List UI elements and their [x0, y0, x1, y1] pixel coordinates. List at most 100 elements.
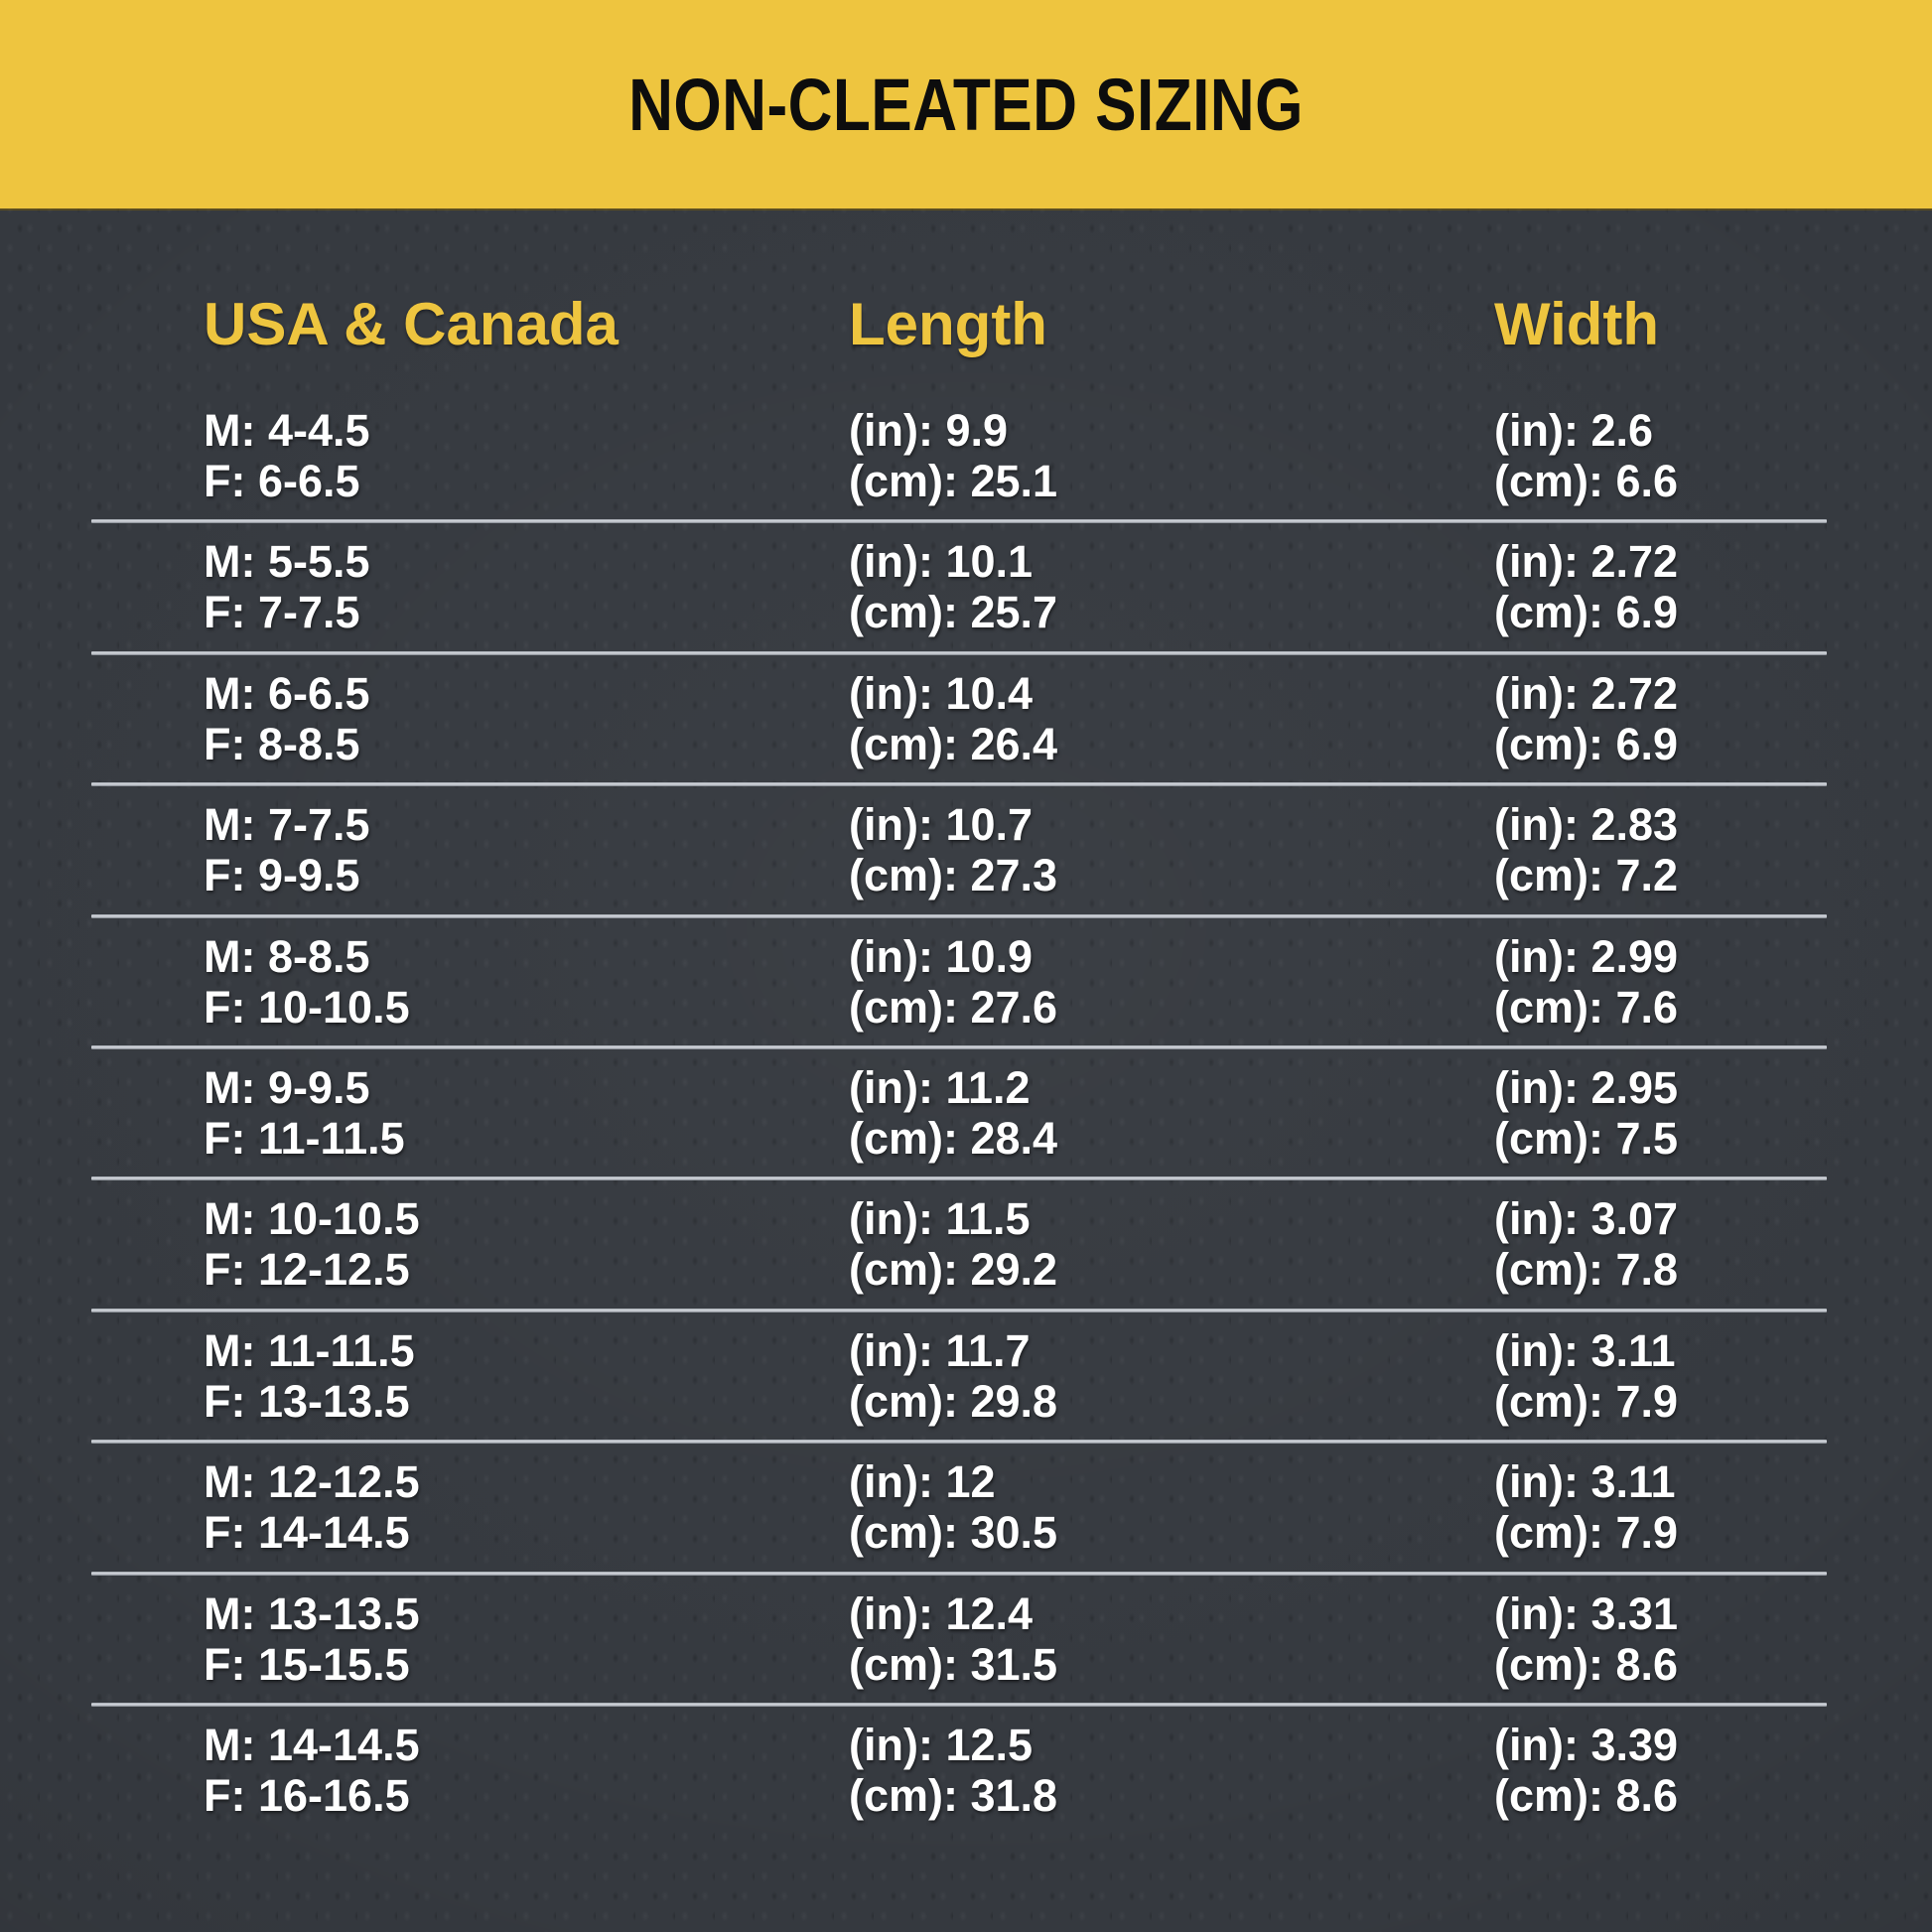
cell-length: (in): 10.7 (cm): 27.3: [849, 799, 1057, 900]
width-inches: (in): 3.39: [1494, 1719, 1679, 1770]
width-centimeters: (cm): 6.9: [1494, 718, 1679, 769]
table-row: M: 13-13.5 F: 15-15.5 (in): 12.4 (cm): 31.5…: [0, 1576, 1932, 1707]
table-column-headers: USA & Canada Length Width: [0, 290, 1932, 379]
width-centimeters: (cm): 8.6: [1494, 1769, 1679, 1821]
column-header-usa-canada: USA & Canada: [204, 291, 619, 357]
cell-length: (in): 12 (cm): 30.5: [849, 1456, 1057, 1558]
size-women: F: 14-14.5: [204, 1507, 410, 1559]
size-men: M: 11-11.5: [204, 1324, 415, 1376]
size-women: F: 11-11.5: [204, 1112, 405, 1164]
width-centimeters: (cm): 7.5: [1494, 1112, 1679, 1164]
width-centimeters: (cm): 7.9: [1494, 1375, 1679, 1427]
cell-width: (in): 3.39 (cm): 8.6: [1494, 1720, 1678, 1821]
size-men: M: 5-5.5: [204, 536, 370, 588]
cell-width: (in): 2.6 (cm): 6.6: [1494, 405, 1678, 506]
length-centimeters: (cm): 28.4: [849, 1112, 1058, 1164]
row-divider: [91, 913, 1827, 918]
header-bar: NON-CLEATED SIZING: [0, 0, 1932, 208]
length-inches: (in): 12: [849, 1456, 996, 1508]
cell-length: (in): 11.2 (cm): 28.4: [849, 1062, 1057, 1164]
size-men: M: 8-8.5: [204, 930, 370, 982]
row-divider: [91, 1702, 1827, 1707]
size-men: M: 9-9.5: [204, 1061, 370, 1113]
length-inches: (in): 11.7: [849, 1324, 1031, 1376]
cell-length: (in): 12.4 (cm): 31.5: [849, 1588, 1057, 1690]
table-row: M: 11-11.5 F: 13-13.5 (in): 11.7 (cm): 29.8…: [0, 1312, 1932, 1445]
table-row: M: 12-12.5 F: 14-14.5 (in): 12 (cm): 30.5 (i…: [0, 1444, 1932, 1576]
width-inches: (in): 2.83: [1494, 799, 1679, 851]
size-women: F: 9-9.5: [204, 850, 360, 901]
length-inches: (in): 10.9: [849, 930, 1034, 982]
width-inches: (in): 3.31: [1494, 1587, 1679, 1639]
cell-usa-canada: M: 6-6.5 F: 8-8.5: [204, 668, 370, 769]
size-men: M: 14-14.5: [204, 1719, 420, 1770]
column-header-length: Length: [849, 291, 1047, 357]
table-row: M: 6-6.5 F: 8-8.5 (in): 10.4 (cm): 26.4 (in)…: [0, 655, 1932, 787]
width-inches: (in): 2.72: [1494, 667, 1679, 719]
table-row: M: 8-8.5 F: 10-10.5 (in): 10.9 (cm): 27.6 (i…: [0, 918, 1932, 1049]
size-men: M: 4-4.5: [204, 405, 370, 456]
row-divider: [91, 1044, 1827, 1049]
cell-usa-canada: M: 8-8.5 F: 10-10.5: [204, 931, 410, 1033]
cell-width: (in): 2.83 (cm): 7.2: [1494, 799, 1678, 900]
cell-width: (in): 2.72 (cm): 6.9: [1494, 536, 1678, 637]
length-inches: (in): 12.4: [849, 1587, 1034, 1639]
cell-usa-canada: M: 11-11.5 F: 13-13.5: [204, 1325, 415, 1427]
width-centimeters: (cm): 7.9: [1494, 1507, 1679, 1559]
cell-length: (in): 10.9 (cm): 27.6: [849, 931, 1057, 1033]
cell-width: (in): 2.72 (cm): 6.9: [1494, 668, 1678, 769]
cell-width: (in): 2.99 (cm): 7.6: [1494, 931, 1678, 1033]
width-centimeters: (cm): 6.9: [1494, 587, 1679, 638]
table-row: M: 5-5.5 F: 7-7.5 (in): 10.1 (cm): 25.7 (in)…: [0, 523, 1932, 655]
width-centimeters: (cm): 8.6: [1494, 1638, 1679, 1690]
length-inches: (in): 9.9: [849, 405, 1009, 456]
length-centimeters: (cm): 31.8: [849, 1769, 1058, 1821]
size-women: F: 16-16.5: [204, 1769, 410, 1821]
length-centimeters: (cm): 30.5: [849, 1507, 1058, 1559]
length-inches: (in): 12.5: [849, 1719, 1034, 1770]
width-centimeters: (cm): 7.2: [1494, 850, 1679, 901]
width-centimeters: (cm): 6.6: [1494, 456, 1679, 506]
row-divider: [91, 519, 1827, 524]
table-row: M: 14-14.5 F: 16-16.5 (in): 12.5 (cm): 31.8…: [0, 1707, 1932, 1838]
cell-width: (in): 3.11 (cm): 7.9: [1494, 1325, 1678, 1427]
size-men: M: 10-10.5: [204, 1193, 420, 1245]
length-centimeters: (cm): 31.5: [849, 1638, 1058, 1690]
width-inches: (in): 2.95: [1494, 1061, 1679, 1113]
cell-usa-canada: M: 14-14.5 F: 16-16.5: [204, 1720, 420, 1821]
cell-length: (in): 10.1 (cm): 25.7: [849, 536, 1057, 637]
length-inches: (in): 10.1: [849, 536, 1034, 588]
size-men: M: 12-12.5: [204, 1456, 420, 1508]
row-divider: [91, 1440, 1827, 1445]
width-inches: (in): 3.11: [1494, 1456, 1676, 1508]
cell-width: (in): 3.11 (cm): 7.9: [1494, 1456, 1678, 1558]
size-men: M: 6-6.5: [204, 667, 370, 719]
cell-length: (in): 9.9 (cm): 25.1: [849, 405, 1057, 506]
cell-length: (in): 10.4 (cm): 26.4: [849, 668, 1057, 769]
cell-width: (in): 2.95 (cm): 7.5: [1494, 1062, 1678, 1164]
length-centimeters: (cm): 29.8: [849, 1375, 1058, 1427]
size-women: F: 15-15.5: [204, 1638, 410, 1690]
cell-width: (in): 3.07 (cm): 7.8: [1494, 1193, 1678, 1295]
length-inches: (in): 11.2: [849, 1061, 1031, 1113]
table-row: M: 7-7.5 F: 9-9.5 (in): 10.7 (cm): 27.3 (in)…: [0, 786, 1932, 918]
size-women: F: 8-8.5: [204, 718, 360, 769]
width-centimeters: (cm): 7.8: [1494, 1244, 1679, 1296]
table-row: M: 10-10.5 F: 12-12.5 (in): 11.5 (cm): 29.2…: [0, 1180, 1932, 1312]
length-inches: (in): 10.4: [849, 667, 1034, 719]
table-row: M: 9-9.5 F: 11-11.5 (in): 11.2 (cm): 28.4 (i…: [0, 1049, 1932, 1181]
cell-usa-canada: M: 9-9.5 F: 11-11.5: [204, 1062, 405, 1164]
row-divider: [91, 650, 1827, 655]
size-men: M: 13-13.5: [204, 1587, 420, 1639]
cell-length: (in): 12.5 (cm): 31.8: [849, 1720, 1057, 1821]
width-inches: (in): 2.72: [1494, 536, 1679, 588]
cell-length: (in): 11.5 (cm): 29.2: [849, 1193, 1057, 1295]
cell-usa-canada: M: 10-10.5 F: 12-12.5: [204, 1193, 420, 1295]
size-women: F: 6-6.5: [204, 456, 360, 506]
length-centimeters: (cm): 27.3: [849, 850, 1058, 901]
size-women: F: 7-7.5: [204, 587, 360, 638]
cell-usa-canada: M: 5-5.5 F: 7-7.5: [204, 536, 370, 637]
row-divider: [91, 1308, 1827, 1312]
